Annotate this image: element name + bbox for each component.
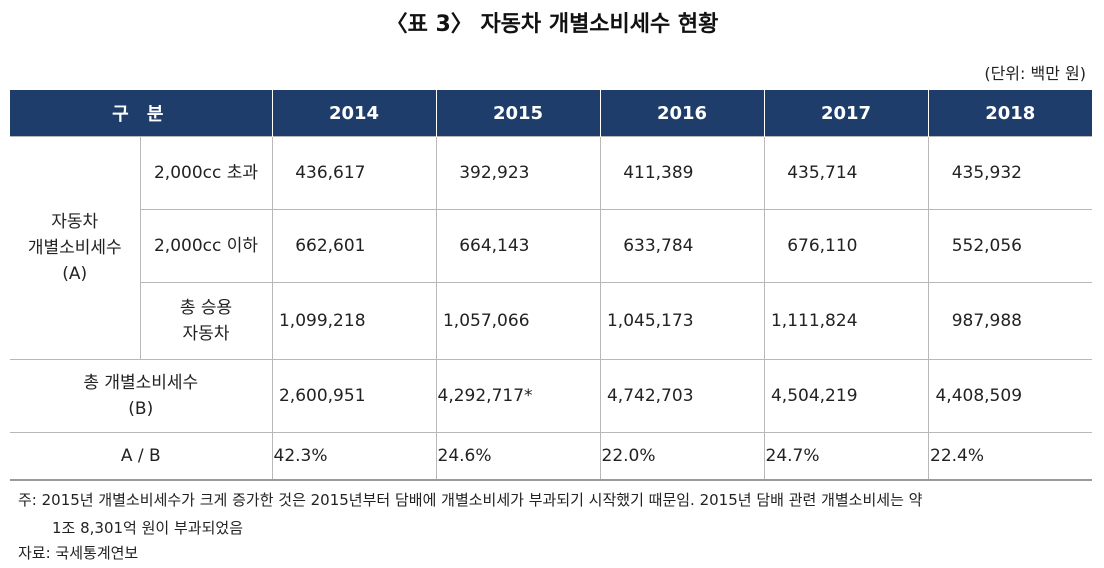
row-label: 2,000cc 이하 [140,209,273,283]
group-label-line: (A) [62,264,88,284]
group-label-line: 개별소비세수 [27,238,122,258]
source-note: 자료: 국세통계연보 [18,544,139,562]
ratio-row: A / B 42.3% 24.6% 22.0% 24.7% 22.4% [10,432,1093,481]
cell-value: 22.4% [927,432,1093,481]
table-row: 총 승용 자동차 1,099,218 1,057,066 1,045,173 1… [10,282,1093,360]
footnote-line: 주: 2015년 개별소비세수가 크게 증가한 것은 2015년부터 담배에 개… [18,491,923,509]
total-label-line: (B) [128,399,154,419]
table-row: 자동차 개별소비세수 (A) 2,000cc 초과 436,617 392,92… [10,136,1093,360]
cell-value: 4,292,717* [435,359,601,433]
total-label-line: 총 개별소비세수 [83,373,199,393]
unit-label: (단위: 백만 원) [984,64,1086,83]
row-label: 2,000cc 초과 [139,136,273,210]
header-year: 2016 [599,90,765,137]
cell-value: 22.0% [599,432,765,481]
row-label-line: 총 승용 [179,298,233,318]
cell-value: 24.7% [763,432,929,481]
header-year: 2015 [435,90,601,137]
cell-value: 2,600,951 [271,359,437,433]
footnote-line: 1조 8,301억 원이 부과되었음 [52,519,243,537]
total-label: 총 개별소비세수 (B) [10,359,273,433]
row-label: 총 승용 자동차 [140,282,273,360]
cell-value: 1,057,066 [435,282,601,360]
cell-value: 411,389 [599,136,765,210]
table-row: 2,000cc 이하 662,601 664,143 633,784 676,1… [10,209,1093,283]
header-category: 구 분 [10,90,273,137]
cell-value: 392,923 [435,136,601,210]
total-row: 총 개별소비세수 (B) 2,600,951 4,292,717* 4,742,… [10,359,1093,433]
footnote: 주: 2015년 개별소비세수가 크게 증가한 것은 2015년부터 담배에 개… [18,486,1088,542]
cell-value: 1,099,218 [271,282,437,360]
cell-value: 436,617 [271,136,437,210]
row-label-line: 자동차 [182,324,230,344]
header-year: 2018 [927,90,1093,137]
cell-value: 4,408,509 [927,359,1093,433]
table-title: 〈표 3〉 자동차 개별소비세수 현황 [385,12,719,37]
cell-value: 1,045,173 [599,282,765,360]
header-year: 2014 [271,90,437,137]
header-year: 2017 [763,90,929,137]
cell-value: 662,601 [271,209,437,283]
cell-value: 676,110 [763,209,929,283]
cell-value: 435,932 [927,136,1093,210]
group-label: 자동차 개별소비세수 (A) [10,136,141,360]
cell-value: 24.6% [435,432,601,481]
header-row: 구 분 2014 2015 2016 2017 2018 [10,90,1093,137]
cell-value: 552,056 [927,209,1093,283]
cell-value: 1,111,824 [763,282,929,360]
group-label-line: 자동차 [51,212,99,232]
ratio-label: A / B [10,432,273,481]
cell-value: 435,714 [763,136,929,210]
cell-value: 4,504,219 [763,359,929,433]
cell-value: 633,784 [599,209,765,283]
cell-value: 42.3% [271,432,437,481]
cell-value: 4,742,703 [599,359,765,433]
tax-table: 구 분 2014 2015 2016 2017 2018 자동차 개별소비세수 … [10,90,1093,481]
cell-value: 987,988 [927,282,1093,360]
cell-value: 664,143 [435,209,601,283]
